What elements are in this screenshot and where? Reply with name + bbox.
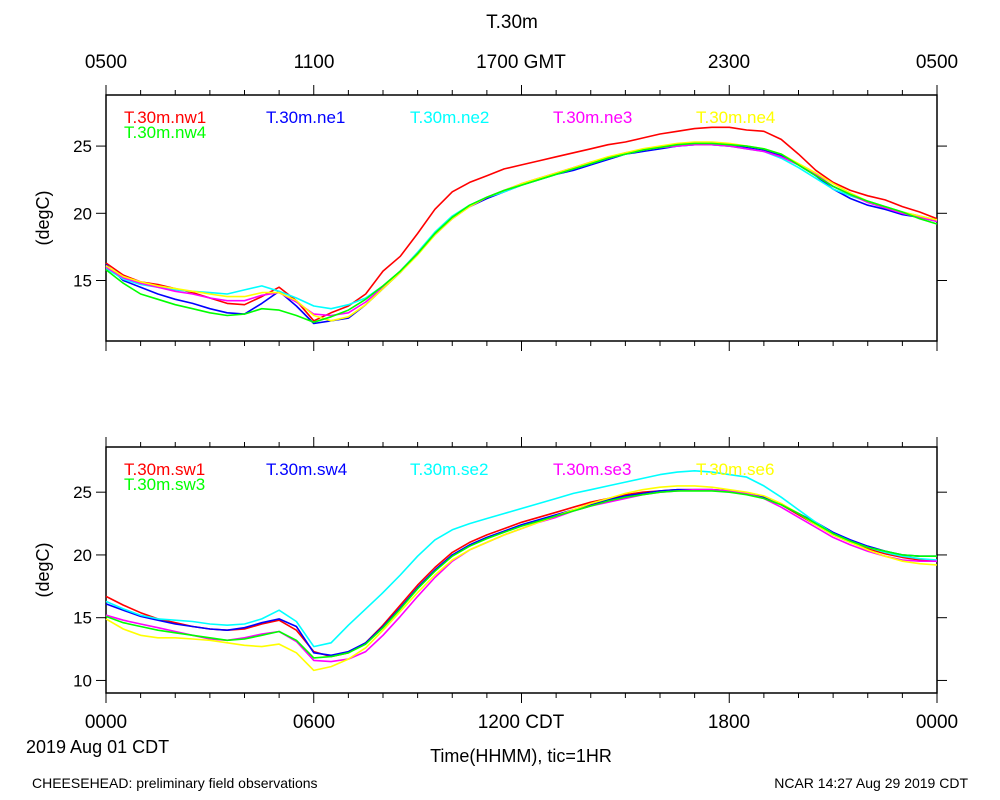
bottom-tick-label: 0600 (292, 712, 336, 733)
bottom-panel: 10 15 20 25 (degC) T.30m.sw1 T.30m.sw4 T.30m.se… (33, 437, 947, 703)
bottom-tick-label: 1200 CDT (477, 712, 565, 733)
y-tick-label: 10 (73, 671, 92, 690)
series-line-T.30m.ne4 (105, 141, 938, 322)
y-tick-label: 15 (73, 609, 92, 628)
x-axis-label: Time(HHMM), tic=1HR (430, 746, 612, 766)
top-tick-label: 0500 (84, 52, 128, 73)
top-tick-label: 1700 GMT (476, 52, 566, 73)
legend-T.30m.ne1: T.30m.ne1 (266, 108, 345, 127)
y-tick-label: 20 (73, 546, 92, 565)
date-label: 2019 Aug 01 CDT (26, 737, 170, 757)
y-axis-label: (degC) (33, 190, 53, 245)
series-line-T.30m.ne2 (105, 143, 938, 310)
series-line-T.30m.nw1 (105, 126, 938, 322)
series-line-T.30m.sw3 (105, 490, 937, 659)
figure-title: T.30m (486, 12, 538, 33)
y-tick-label: 25 (73, 137, 92, 156)
top-panel: 15 20 25 (degC) T.30m.nw1 T.30m.ne1 T.30m.ne2 T… (33, 85, 947, 351)
bottom-tick-label: 0000 (915, 712, 959, 733)
legend-T.30m.se3: T.30m.se3 (553, 460, 631, 479)
y-tick-label: 25 (73, 483, 92, 502)
series-line-T.30m.se3 (105, 488, 937, 663)
footer-right-note: NCAR 14:27 Aug 29 2019 CDT (774, 775, 968, 791)
y-axis-label: (degC) (33, 542, 53, 597)
series-line-T.30m.nw4 (105, 142, 938, 323)
plot-frame (105, 446, 938, 694)
series-line-T.30m.se2 (105, 470, 938, 648)
footer-left-note: CHEESEHEAD: preliminary field observatio… (32, 775, 318, 791)
series-line-T.30m.sw4 (105, 488, 937, 657)
top-tick-label: 2300 (707, 52, 751, 73)
legend-T.30m.ne3: T.30m.ne3 (553, 108, 632, 127)
legend-T.30m.ne4: T.30m.ne4 (696, 108, 775, 127)
y-tick-label: 15 (73, 272, 92, 291)
y-tick-label: 20 (73, 204, 92, 223)
legend-T.30m.se2: T.30m.se2 (410, 460, 488, 479)
legend-T.30m.nw4: T.30m.nw4 (124, 123, 206, 142)
bottom-tick-label: 0000 (84, 712, 128, 733)
bottom-tick-label: 1800 (707, 712, 751, 733)
legend-T.30m.sw1: T.30m.sw1 (124, 460, 205, 479)
top-tick-label: 0500 (915, 52, 959, 73)
series-line-T.30m.se6 (105, 485, 938, 672)
legend-T.30m.sw3: T.30m.sw3 (124, 475, 205, 494)
legend-T.30m.se6: T.30m.se6 (696, 460, 774, 479)
top-tick-label: 1100 (293, 52, 335, 73)
legend-T.30m.ne2: T.30m.ne2 (410, 108, 489, 127)
legend-T.30m.sw4: T.30m.sw4 (266, 460, 347, 479)
legend-T.30m.nw1: T.30m.nw1 (124, 108, 206, 127)
series-line-T.30m.sw1 (105, 488, 938, 658)
